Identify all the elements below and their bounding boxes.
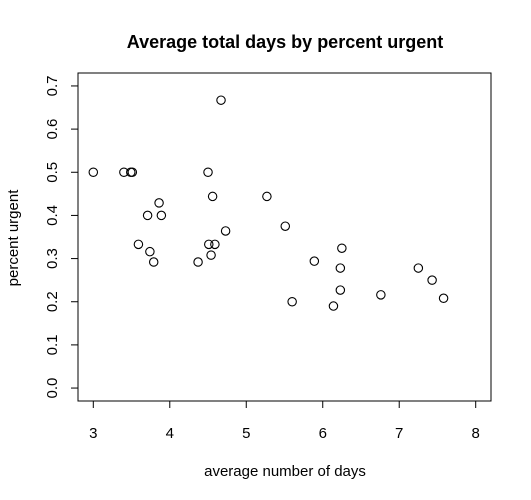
data-points xyxy=(88,95,449,311)
y-tick-label: 0.5 xyxy=(44,162,61,183)
data-point xyxy=(309,256,320,266)
data-point xyxy=(216,95,226,105)
data-point xyxy=(280,221,291,231)
data-point xyxy=(413,263,424,273)
data-point xyxy=(287,296,297,307)
y-tick-label: 0.3 xyxy=(44,248,61,269)
x-axis-label: average number of days xyxy=(204,463,366,480)
y-axis-label: percent urgent xyxy=(5,189,22,287)
data-point xyxy=(335,285,346,295)
data-point xyxy=(438,293,449,304)
x-tick-label: 5 xyxy=(242,425,250,442)
data-point xyxy=(133,239,144,250)
x-tick-label: 8 xyxy=(472,425,480,442)
data-point xyxy=(220,226,231,236)
y-tick-label: 0.2 xyxy=(44,291,61,312)
x-tick-label: 3 xyxy=(89,425,97,442)
data-point xyxy=(142,210,153,221)
chart-title: Average total days by percent urgent xyxy=(127,32,443,52)
y-tick-label: 0.4 xyxy=(44,205,61,226)
y-tick-label: 0.7 xyxy=(44,76,61,97)
data-point xyxy=(376,290,386,300)
data-point xyxy=(207,191,218,202)
x-tick-label: 7 xyxy=(395,425,403,442)
y-tick-label: 0.0 xyxy=(44,378,61,399)
x-tick-label: 4 xyxy=(166,425,174,442)
data-point xyxy=(337,243,347,253)
data-point xyxy=(262,191,272,202)
y-tick-label: 0.1 xyxy=(44,334,61,355)
data-point xyxy=(204,239,214,250)
data-point xyxy=(335,263,346,273)
data-point xyxy=(328,301,339,311)
data-point xyxy=(206,250,216,260)
data-point xyxy=(148,257,159,267)
plot-area-border xyxy=(77,72,492,402)
y-axis: 0.0 0.1 0.2 0.3 0.4 0.5 0.6 0.7 xyxy=(44,76,79,399)
data-point xyxy=(127,167,138,178)
x-tick-label: 6 xyxy=(319,425,327,442)
data-point xyxy=(88,167,99,178)
data-point xyxy=(210,239,220,250)
data-point xyxy=(145,246,155,257)
data-point xyxy=(154,198,164,208)
y-tick-label: 0.6 xyxy=(44,119,61,140)
x-axis: 3 4 5 6 7 8 xyxy=(89,400,480,442)
data-point xyxy=(203,167,213,178)
data-point xyxy=(193,257,203,267)
data-point xyxy=(427,275,437,285)
data-point xyxy=(156,210,167,221)
